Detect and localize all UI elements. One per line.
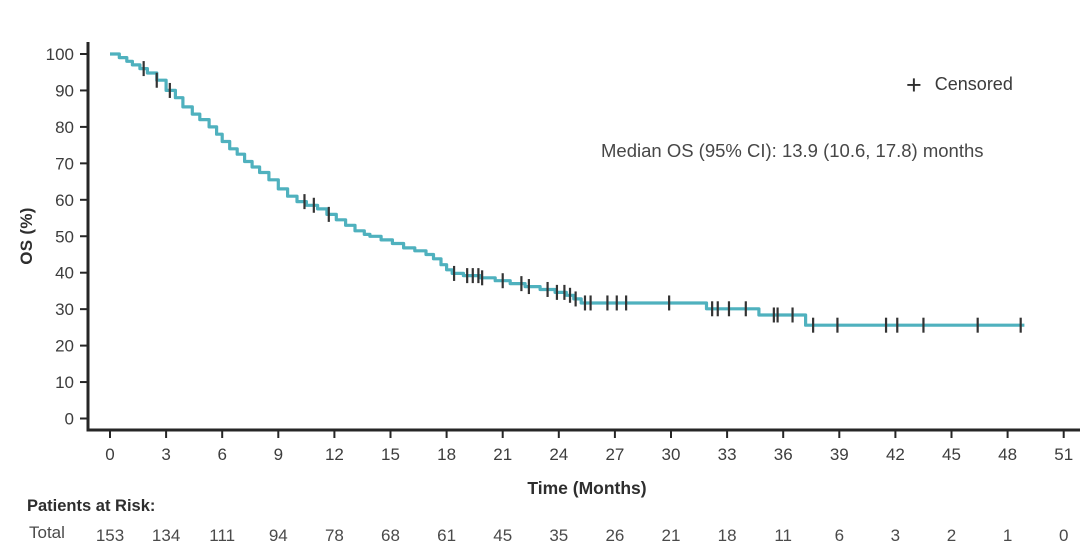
y-tick-label: 50 <box>55 227 74 246</box>
y-tick-label: 70 <box>55 154 74 173</box>
y-tick-label: 80 <box>55 118 74 137</box>
censored-plus-icon: + <box>906 69 922 100</box>
risk-count: 3 <box>891 526 900 545</box>
risk-count: 45 <box>493 526 512 545</box>
x-axis-ticks: 0 3 6 9 12 15 18 21 24 27 30 33 36 39 42 45 48 51 <box>105 430 1073 464</box>
risk-count: 21 <box>662 526 681 545</box>
axes <box>86 42 1080 432</box>
x-tick-label: 24 <box>549 445 568 464</box>
x-tick-label: 36 <box>774 445 793 464</box>
risk-count: 11 <box>774 526 792 545</box>
risk-count: 18 <box>718 526 737 545</box>
y-axis-title: OS (%) <box>17 207 36 265</box>
y-tick-label: 20 <box>55 337 74 356</box>
x-tick-label: 12 <box>325 445 344 464</box>
risk-count: 68 <box>381 526 400 545</box>
x-tick-label: 15 <box>381 445 400 464</box>
censor-marks-group <box>142 61 1022 333</box>
risk-count: 2 <box>947 526 956 545</box>
risk-count: 153 <box>96 526 124 545</box>
y-tick-label: 30 <box>55 300 74 319</box>
km-step-curve <box>110 52 1025 327</box>
x-tick-label: 42 <box>886 445 905 464</box>
risk-count: 78 <box>325 526 344 545</box>
risk-count: 134 <box>152 526 180 545</box>
risk-count: 111 <box>209 526 235 545</box>
x-tick-label: 27 <box>605 445 624 464</box>
y-tick-label: 60 <box>55 191 74 210</box>
x-tick-label: 18 <box>437 445 456 464</box>
risk-count: 0 <box>1059 526 1068 545</box>
x-tick-label: 45 <box>942 445 961 464</box>
x-tick-label: 33 <box>718 445 737 464</box>
x-tick-label: 0 <box>105 445 114 464</box>
x-tick-label: 9 <box>274 445 283 464</box>
y-tick-label: 0 <box>65 410 74 429</box>
risk-count: 6 <box>835 526 844 545</box>
risk-count: 35 <box>549 526 568 545</box>
legend-censored-label: Censored <box>934 74 1013 94</box>
risk-count: 94 <box>269 526 288 545</box>
x-tick-label: 21 <box>493 445 512 464</box>
y-axis-ticks: 0 10 20 30 40 50 60 70 80 90 100 <box>46 45 88 429</box>
y-tick-label: 40 <box>55 264 74 283</box>
x-tick-label: 51 <box>1054 445 1073 464</box>
y-tick-label: 10 <box>55 373 74 392</box>
y-tick-label: 90 <box>55 81 74 100</box>
risk-row-total-label: Total <box>29 523 65 542</box>
risk-count: 26 <box>605 526 624 545</box>
risk-count: 61 <box>437 526 456 545</box>
legend: + Censored <box>906 69 1013 100</box>
patients-at-risk-label: Patients at Risk: <box>27 497 156 515</box>
median-os-annotation: Median OS (95% CI): 13.9 (10.6, 17.8) mo… <box>601 140 984 161</box>
x-tick-label: 48 <box>998 445 1017 464</box>
x-tick-label: 30 <box>662 445 681 464</box>
risk-table-values: 153 134 111 94 78 68 61 45 35 26 21 18 11 6 3 2 1 0 <box>96 526 1069 545</box>
y-tick-label: 100 <box>46 45 74 64</box>
x-axis-title: Time (Months) <box>527 478 647 498</box>
x-tick-label: 3 <box>161 445 170 464</box>
survival-curve-group <box>110 52 1025 327</box>
risk-count: 1 <box>1003 526 1012 545</box>
x-tick-label: 39 <box>830 445 849 464</box>
x-tick-label: 6 <box>217 445 226 464</box>
